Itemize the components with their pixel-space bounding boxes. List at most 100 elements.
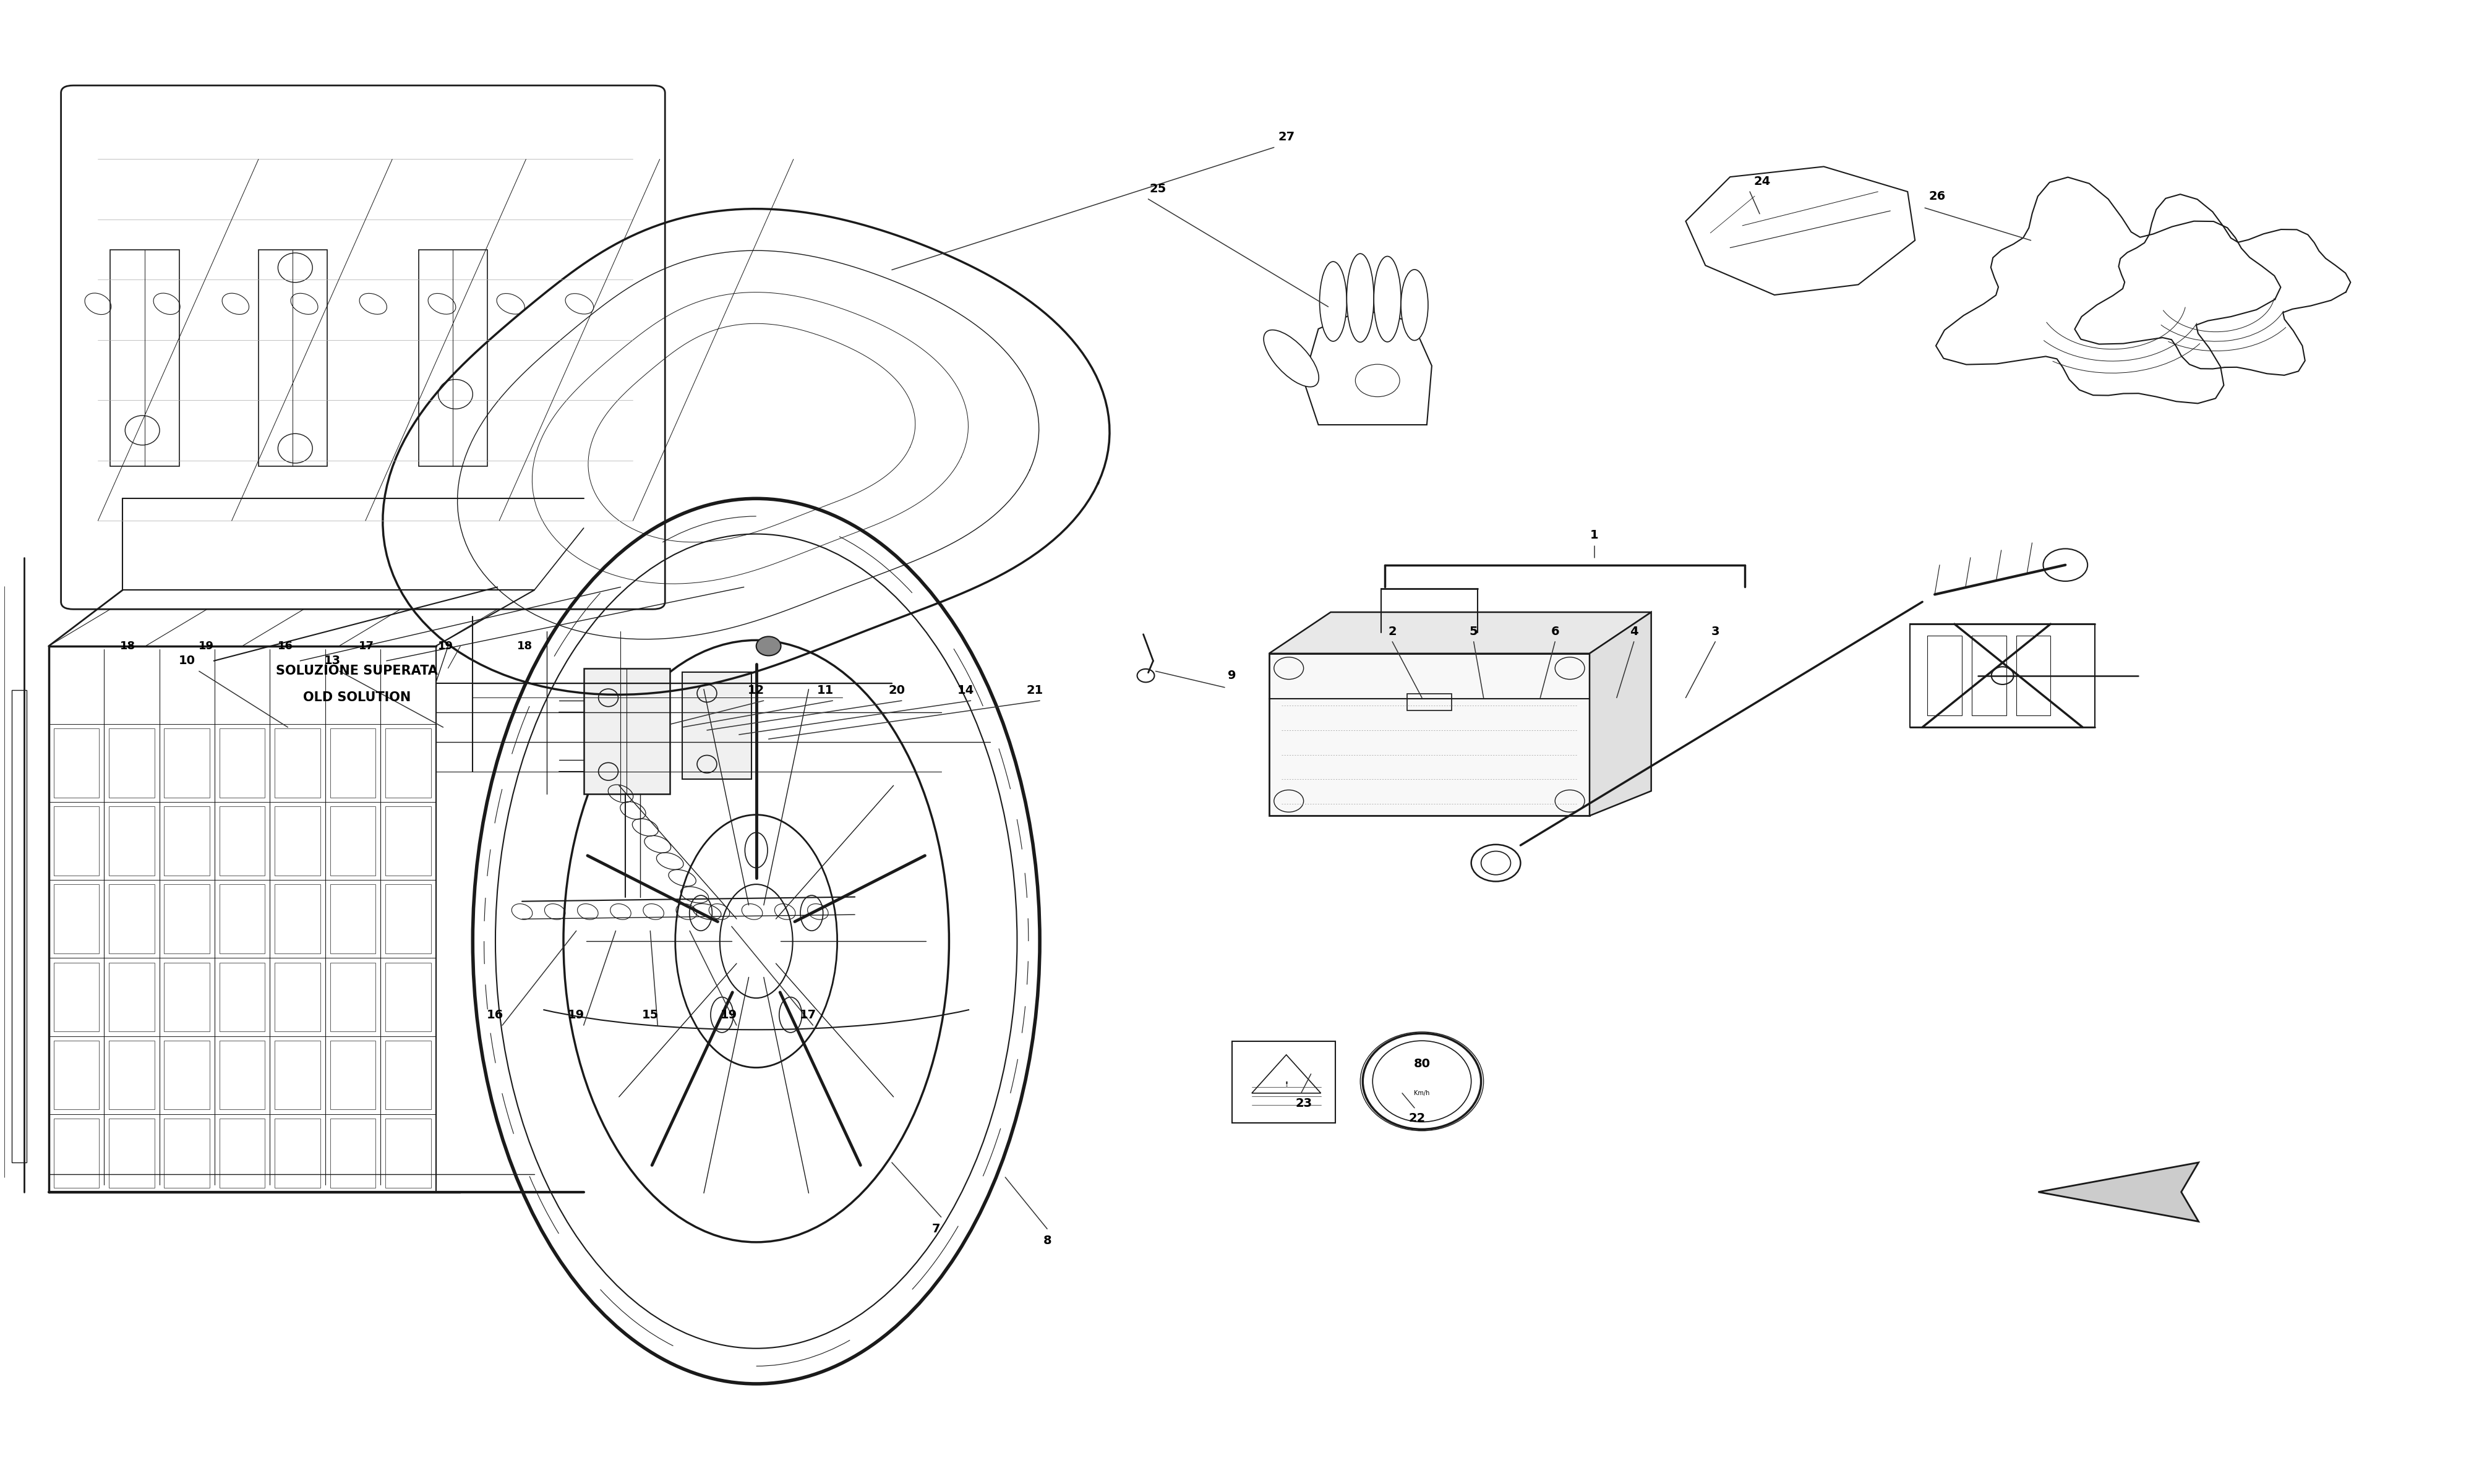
Text: 27: 27 <box>1279 131 1294 142</box>
Bar <box>109 1040 153 1110</box>
Bar <box>275 729 319 797</box>
Bar <box>329 884 376 954</box>
Bar <box>2016 635 2051 715</box>
Text: SOLUZIONE SUPERATA: SOLUZIONE SUPERATA <box>277 665 438 677</box>
Bar <box>54 884 99 954</box>
Bar <box>109 884 153 954</box>
Text: !: ! <box>1284 1082 1289 1088</box>
Bar <box>220 963 265 1031</box>
Text: 2: 2 <box>1388 625 1395 637</box>
Bar <box>275 884 319 954</box>
Ellipse shape <box>1373 257 1400 341</box>
Text: 21: 21 <box>1027 684 1044 696</box>
Bar <box>163 806 210 876</box>
Bar <box>386 963 430 1031</box>
Polygon shape <box>1269 613 1650 653</box>
Text: 4: 4 <box>1630 625 1638 637</box>
Ellipse shape <box>1319 261 1346 341</box>
Text: 13: 13 <box>324 654 341 666</box>
Ellipse shape <box>757 637 782 656</box>
Bar <box>1232 1042 1336 1123</box>
Text: 14: 14 <box>957 684 975 696</box>
Text: 18: 18 <box>119 641 136 651</box>
Bar <box>386 1119 430 1187</box>
Text: 23: 23 <box>1296 1098 1311 1110</box>
Polygon shape <box>1685 166 1915 295</box>
Bar <box>54 729 99 797</box>
Bar <box>386 884 430 954</box>
Bar <box>54 1040 99 1110</box>
Bar <box>163 729 210 797</box>
Bar <box>54 963 99 1031</box>
Bar <box>163 884 210 954</box>
Bar <box>109 729 153 797</box>
Bar <box>220 806 265 876</box>
Bar <box>683 672 752 779</box>
Bar <box>386 1040 430 1110</box>
Text: 6: 6 <box>1551 625 1559 637</box>
Bar <box>54 806 99 876</box>
Text: 5: 5 <box>1470 625 1477 637</box>
Text: OLD SOLUTION: OLD SOLUTION <box>302 692 411 703</box>
Text: 26: 26 <box>1930 190 1945 202</box>
Text: 19: 19 <box>438 641 453 651</box>
Text: 1: 1 <box>1591 530 1598 542</box>
Text: 17: 17 <box>359 641 374 651</box>
Text: 3: 3 <box>1712 625 1719 637</box>
Text: 16: 16 <box>277 641 292 651</box>
Text: 24: 24 <box>1754 175 1771 187</box>
Text: 20: 20 <box>888 684 905 696</box>
Text: 16: 16 <box>487 1009 502 1021</box>
Text: 19: 19 <box>720 1009 737 1021</box>
Bar <box>386 806 430 876</box>
Bar <box>418 249 487 466</box>
Ellipse shape <box>1363 1033 1482 1129</box>
Text: 17: 17 <box>799 1009 816 1021</box>
Bar <box>109 1119 153 1187</box>
Text: 18: 18 <box>517 641 532 651</box>
Bar <box>220 729 265 797</box>
Ellipse shape <box>1992 666 2014 684</box>
Ellipse shape <box>1400 270 1427 340</box>
Text: 25: 25 <box>1150 183 1168 194</box>
Bar <box>220 1040 265 1110</box>
Bar <box>163 1040 210 1110</box>
Bar <box>329 1040 376 1110</box>
Text: 22: 22 <box>1408 1113 1425 1123</box>
Bar <box>386 729 430 797</box>
Polygon shape <box>1591 613 1650 816</box>
Polygon shape <box>1304 310 1432 424</box>
Ellipse shape <box>1373 1040 1472 1122</box>
Text: 8: 8 <box>1044 1235 1051 1247</box>
Bar <box>1927 635 1962 715</box>
Text: 19: 19 <box>569 1009 584 1021</box>
Bar <box>584 668 670 794</box>
Bar <box>1269 653 1591 816</box>
Text: 9: 9 <box>1227 669 1237 681</box>
Bar <box>220 884 265 954</box>
Bar <box>275 963 319 1031</box>
Bar <box>1408 695 1452 711</box>
Bar <box>275 1040 319 1110</box>
Text: 19: 19 <box>198 641 215 651</box>
Polygon shape <box>2039 1162 2199 1221</box>
Bar <box>257 249 327 466</box>
Bar <box>12 690 27 1162</box>
Bar <box>54 1119 99 1187</box>
Bar <box>111 249 178 466</box>
Text: 12: 12 <box>747 684 764 696</box>
Bar <box>1972 635 2006 715</box>
Bar <box>329 729 376 797</box>
Bar <box>329 806 376 876</box>
Text: Km/h: Km/h <box>1415 1091 1430 1097</box>
Bar <box>275 806 319 876</box>
Bar <box>329 1119 376 1187</box>
Text: 80: 80 <box>1413 1058 1430 1070</box>
Bar <box>163 1119 210 1187</box>
Bar <box>163 963 210 1031</box>
Bar <box>109 806 153 876</box>
Text: 15: 15 <box>641 1009 658 1021</box>
Text: 10: 10 <box>178 654 195 666</box>
Ellipse shape <box>1264 329 1319 387</box>
Bar <box>329 963 376 1031</box>
